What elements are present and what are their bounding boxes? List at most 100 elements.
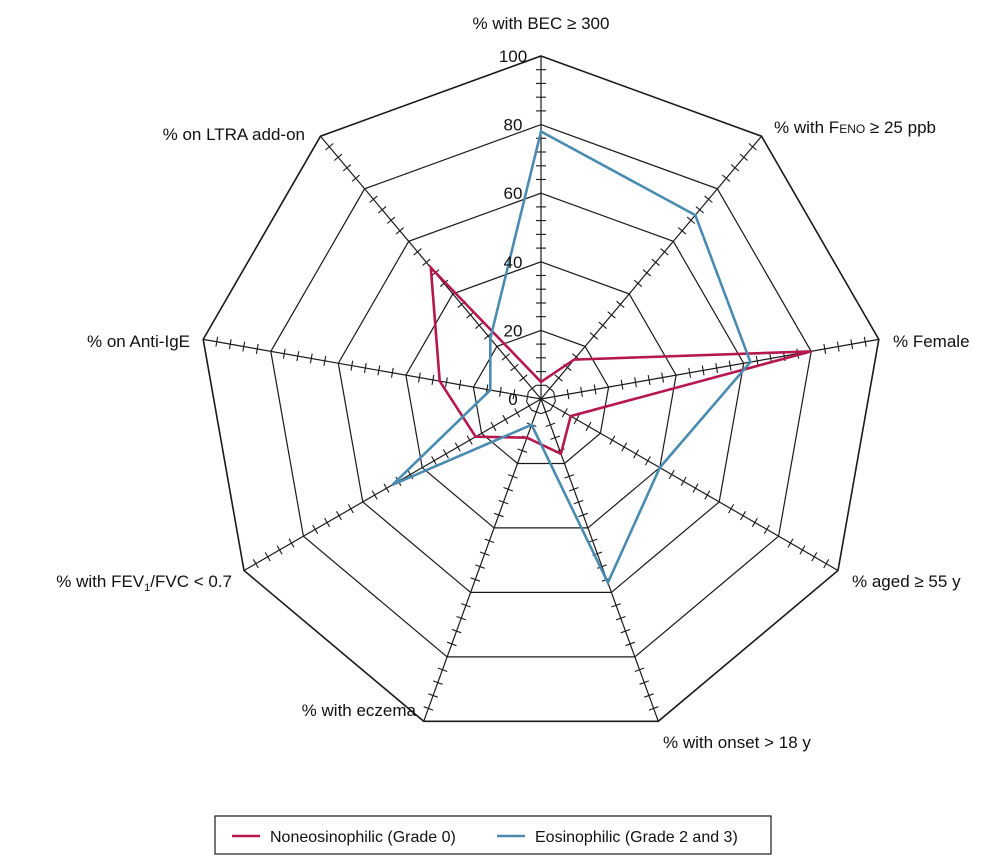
axis-label-onset: % with onset > 18 y: [663, 733, 811, 752]
minor-tick-feno-36: [616, 300, 625, 309]
minor-tick-female-16: [593, 384, 597, 395]
minor-tick-feno-56: [660, 248, 669, 256]
minor-tick-ltra-64: [395, 227, 405, 235]
minor-tick-onset-12: [550, 435, 560, 440]
minor-tick-eczema-96: [423, 706, 434, 711]
minor-tick-aged-92: [811, 552, 818, 562]
minor-tick-feno-32: [607, 311, 616, 319]
minor-tick-fev-88: [276, 545, 283, 555]
minor-tick-eczema-72: [451, 628, 462, 634]
minor-tick-feno-72: [695, 206, 704, 214]
spoke-eczema: [423, 398, 542, 722]
minor-tick-eczema-44: [484, 538, 495, 544]
minor-tick-aged-28: [621, 442, 628, 452]
axis-label-ltra: % on LTRA add-on: [163, 125, 305, 144]
minor-tick-onset-52: [597, 564, 607, 569]
minor-tick-aged-84: [787, 538, 794, 548]
minor-tick-female-56: [728, 360, 732, 371]
minor-tick-fev-52: [383, 483, 390, 493]
minor-tick-ltra-52: [422, 258, 431, 267]
minor-tick-antiige-12: [499, 386, 502, 397]
minor-tick-onset-68: [615, 615, 626, 621]
axis-label-aged: % aged ≥ 55 y: [852, 572, 961, 591]
minor-tick-ltra-4: [528, 384, 537, 393]
minor-tick-ltra-56: [413, 248, 422, 256]
minor-tick-female-36: [661, 372, 665, 383]
minor-tick-antiige-68: [309, 353, 313, 364]
minor-tick-antiige-24: [458, 379, 462, 390]
minor-tick-aged-96: [823, 559, 830, 569]
minor-tick-fev-92: [264, 552, 271, 562]
minor-tick-feno-28: [598, 321, 607, 330]
minor-tick-antiige-56: [350, 360, 354, 371]
minor-tick-antiige-8: [512, 389, 516, 400]
minor-tick-ltra-28: [475, 321, 484, 330]
minor-tick-onset-88: [639, 680, 650, 685]
minor-tick-female-64: [755, 355, 759, 366]
minor-tick-antiige-36: [417, 372, 421, 383]
minor-tick-antiige-28: [445, 377, 448, 388]
minor-tick-fev-4: [526, 401, 533, 411]
minor-tick-female-4: [553, 391, 556, 402]
minor-tick-fev-68: [336, 511, 342, 521]
minor-tick-female-92: [850, 339, 854, 350]
minor-tick-eczema-68: [456, 615, 467, 621]
minor-tick-eczema-64: [461, 603, 471, 608]
axis-label-bec: % with BEC ≥ 300: [473, 14, 610, 33]
series-polygon-0: [429, 264, 812, 456]
minor-tick-ltra-84: [351, 174, 360, 182]
legend: Noneosinophilic (Grade 0) Eosinophilic (G…: [214, 815, 772, 855]
minor-tick-female-24: [620, 379, 624, 390]
minor-tick-feno-92: [739, 153, 749, 161]
minor-tick-female-48: [701, 365, 705, 376]
tick-label-100: 100: [499, 47, 527, 66]
minor-tick-female-32: [647, 374, 651, 385]
minor-tick-antiige-44: [390, 367, 394, 378]
grid-ring-20: [472, 329, 610, 465]
minor-tick-feno-8: [554, 374, 563, 382]
minor-tick-eczema-76: [446, 641, 457, 647]
minor-tick-aged-72: [751, 517, 758, 528]
minor-tick-female-52: [715, 363, 719, 374]
minor-tick-onset-28: [568, 486, 579, 492]
minor-tick-fev-76: [312, 524, 319, 534]
minor-tick-fev-64: [347, 504, 354, 514]
minor-tick-eczema-32: [498, 499, 509, 505]
tick-label-60: 60: [504, 184, 523, 203]
minor-tick-aged-24: [609, 435, 616, 445]
minor-tick-fev-56: [371, 490, 378, 500]
spoke-aged: [540, 398, 839, 572]
tick-label-0: 0: [508, 390, 517, 409]
minor-tick-feno-68: [686, 216, 696, 224]
minor-tick-female-28: [634, 377, 637, 388]
minor-tick-ltra-16: [501, 353, 510, 361]
minor-tick-aged-88: [799, 545, 806, 555]
minor-tick-antiige-92: [228, 339, 232, 350]
minor-tick-ltra-92: [333, 153, 343, 161]
minor-tick-eczema-92: [428, 693, 438, 698]
minor-tick-feno-48: [642, 269, 652, 277]
minor-tick-eczema-56: [470, 577, 481, 582]
minor-tick-aged-8: [561, 408, 568, 418]
minor-tick-fev-24: [466, 435, 473, 445]
minor-tick-feno-84: [722, 174, 731, 182]
minor-tick-eczema-88: [432, 680, 443, 685]
axis-label-feno: % with FENO ≥ 25 ppb: [774, 118, 936, 137]
minor-tick-aged-56: [704, 490, 711, 500]
spoke-feno: [540, 135, 762, 400]
minor-tick-antiige-84: [255, 343, 259, 354]
axis-label-female: % Female: [893, 332, 970, 351]
minor-tick-feno-24: [589, 332, 599, 340]
minor-tick-aged-64: [728, 504, 735, 514]
minor-tick-onset-36: [578, 512, 589, 518]
axis-labels: % with BEC ≥ 300 % with FENO ≥ 25 ppb % Fe…: [56, 14, 969, 752]
minor-tick-eczema-4: [531, 409, 542, 415]
tick-label-80: 80: [504, 116, 523, 135]
minor-tick-fev-8: [514, 408, 521, 418]
radar-minor-ticks: [215, 69, 867, 711]
minor-tick-onset-64: [611, 603, 621, 608]
minor-tick-antiige-76: [282, 348, 286, 359]
minor-tick-antiige-72: [296, 351, 300, 362]
minor-tick-fev-16: [490, 421, 497, 432]
